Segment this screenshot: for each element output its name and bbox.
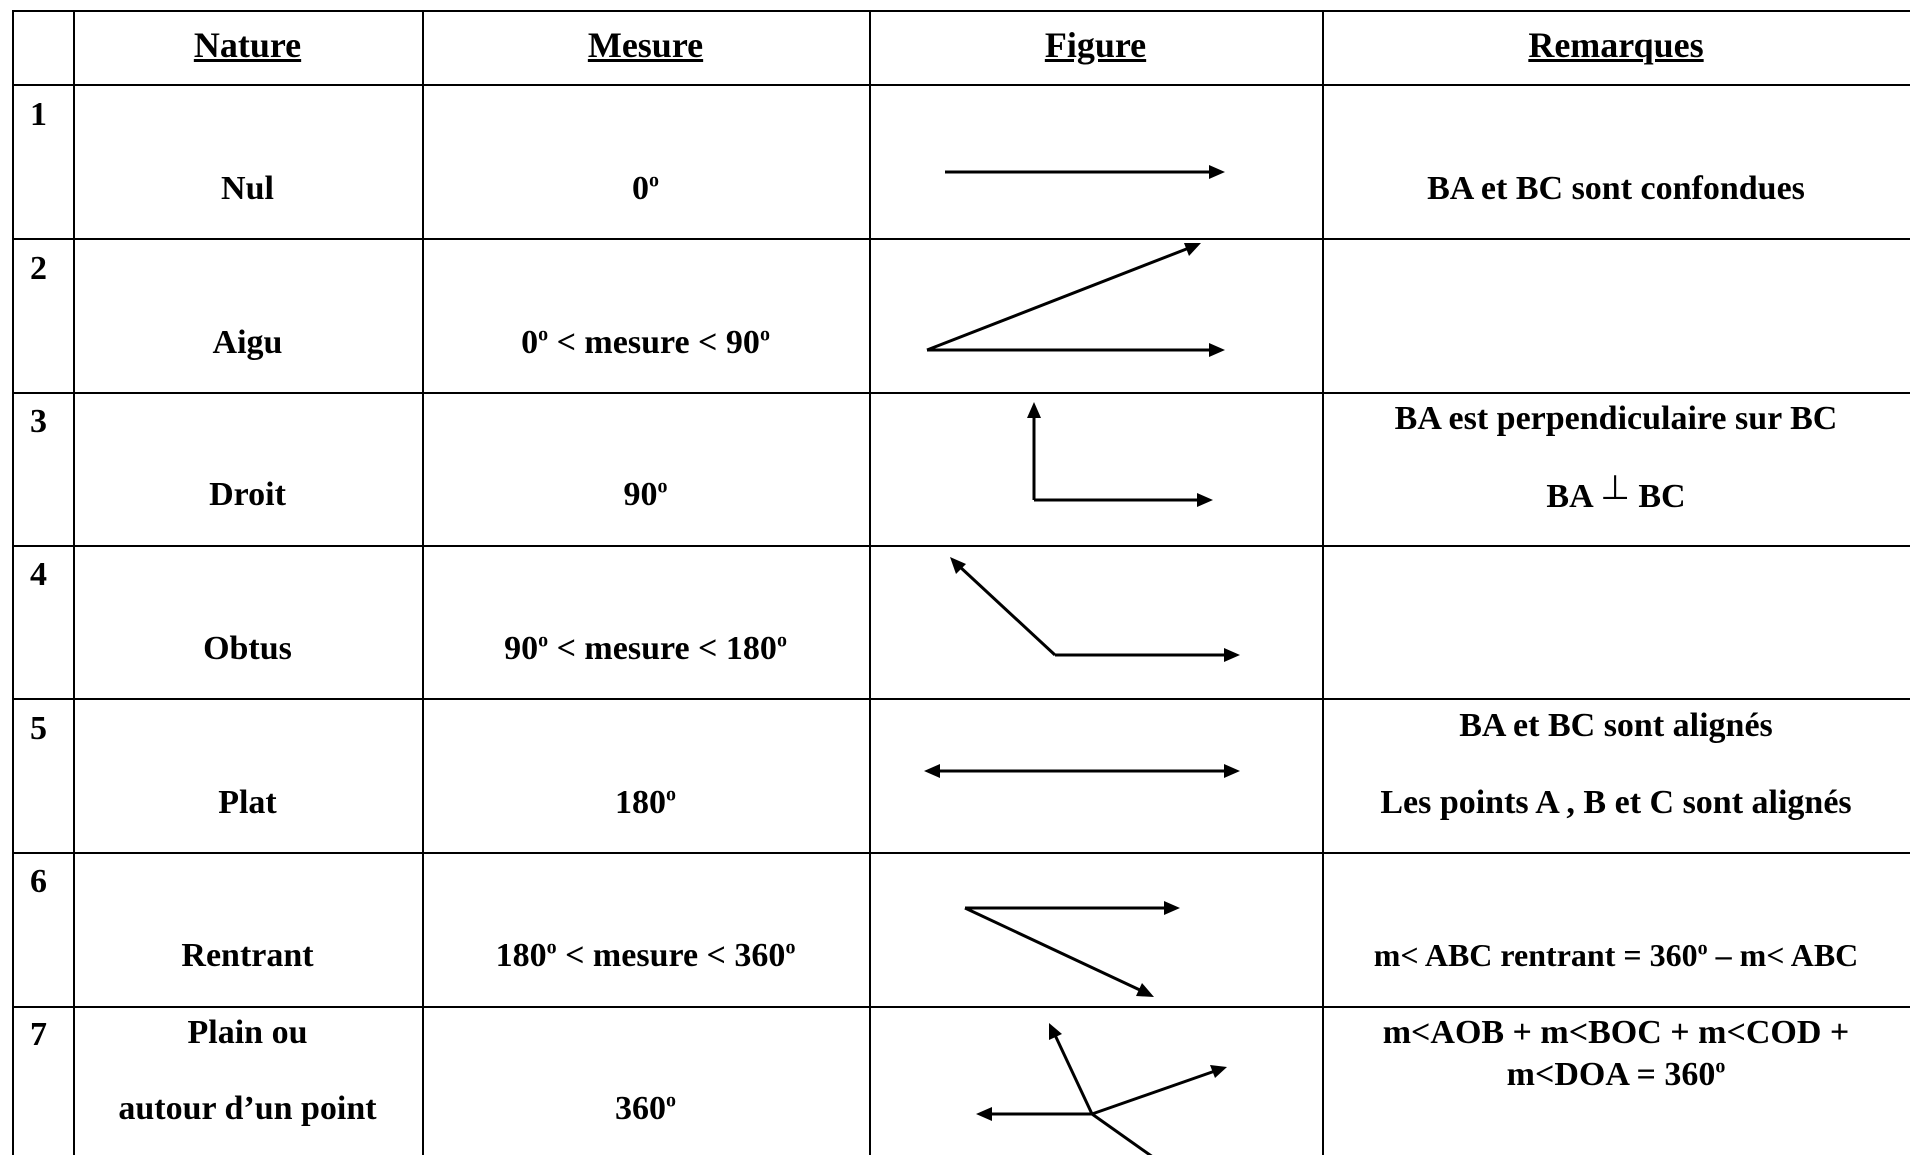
column-divider (422, 10, 424, 1155)
row-divider (12, 238, 1910, 240)
figure-obtus (950, 557, 1240, 662)
angle-table: Nature Mesure Figure Remarques 1 Nul 0o … (12, 10, 1910, 1155)
remarque-line2: m<DOA = 360o (1506, 1055, 1726, 1093)
row-divider (12, 852, 1910, 854)
nature-line2: autour d’un point (118, 1090, 377, 1127)
row-number: 3 (30, 403, 47, 440)
row-number: 4 (30, 556, 47, 593)
header-figure: Figure (1044, 25, 1147, 65)
nature-line1: Plain ou (187, 1014, 308, 1051)
column-divider (1322, 10, 1324, 1155)
mesure-cell: 180o < mesure < 360o (495, 936, 796, 974)
remarque-line1: m<AOB + m<BOC + m<COD + (1382, 1014, 1850, 1051)
remarque-line2: Les points A , B et C sont alignés (1380, 784, 1852, 821)
perpendicular-symbol: ⊥ (1600, 468, 1630, 508)
figure-plat (924, 764, 1240, 778)
row-divider (12, 84, 1910, 86)
figure-nul (945, 165, 1225, 179)
nature-cell: Plat (218, 784, 277, 821)
nature-cell: Nul (221, 170, 274, 207)
nature-cell: Obtus (203, 630, 292, 667)
table-border-left (12, 10, 14, 1155)
row-number: 7 (30, 1016, 47, 1053)
remarque-cell: BA et BC sont confondues (1427, 170, 1805, 207)
remarque-line1: BA est perpendiculaire sur BC (1394, 400, 1838, 437)
header-nature: Nature (193, 25, 302, 65)
mesure-cell: 90o (623, 475, 668, 513)
row-divider (12, 1006, 1910, 1008)
header-remarques: Remarques (1528, 25, 1704, 65)
row-divider (12, 545, 1910, 547)
figure-aigu (926, 243, 1225, 357)
row-divider (12, 392, 1910, 394)
mesure-cell: 180o (615, 783, 676, 821)
figure-droit (1027, 402, 1213, 507)
row-number: 2 (30, 250, 47, 287)
mesure-cell: 90o < mesure < 180o (504, 629, 787, 667)
mesure-cell: 0o (632, 169, 659, 207)
column-divider (73, 10, 75, 1155)
column-divider (869, 10, 871, 1155)
nature-cell: Aigu (212, 324, 283, 361)
remarque-line2: BA ⊥ BC (1546, 468, 1686, 515)
header-mesure: Mesure (587, 25, 704, 65)
row-divider (12, 698, 1910, 700)
row-number: 5 (30, 710, 47, 747)
nature-cell: Droit (209, 476, 286, 513)
mesure-cell: 360o (615, 1089, 676, 1127)
row-number: 1 (30, 96, 47, 133)
figure-rentrant (964, 901, 1180, 997)
mesure-cell: 0o < mesure < 90o (521, 323, 770, 361)
table-border-top (12, 10, 1910, 12)
row-number: 6 (30, 863, 47, 900)
remarque-line1: BA et BC sont alignés (1459, 707, 1773, 744)
nature-cell: Rentrant (181, 937, 314, 974)
remarque-cell: m< ABC rentrant = 360o – m< ABC (1373, 937, 1859, 973)
figure-plein (976, 1023, 1227, 1155)
